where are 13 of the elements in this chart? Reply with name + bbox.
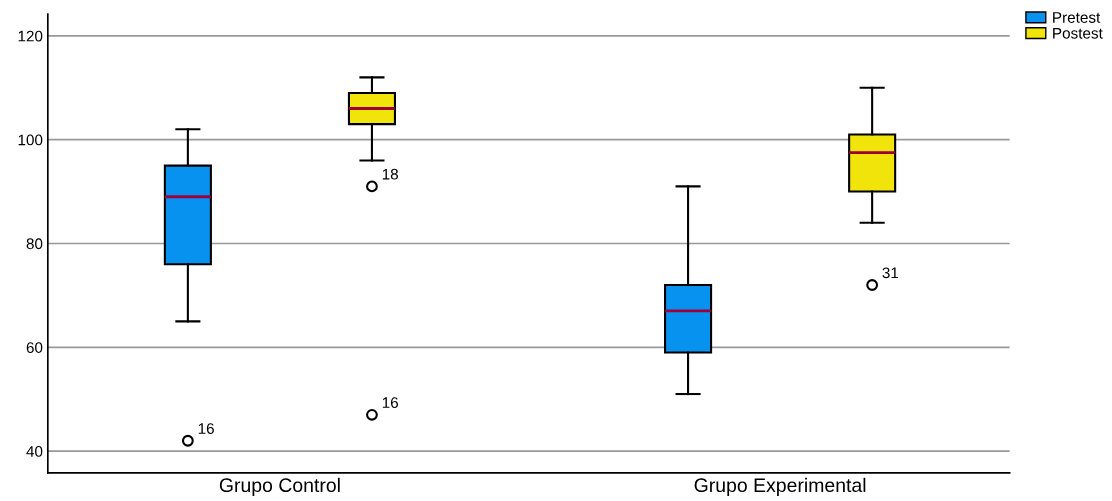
y-tick-label: 120: [18, 30, 43, 42]
annotation: 31: [882, 267, 899, 279]
annotation: 16: [382, 397, 398, 409]
y-tick-label: 60: [26, 342, 43, 353]
annotation: 18: [382, 168, 398, 180]
y-tick-label: 100: [18, 134, 43, 146]
legend-label: Pretest: [1053, 12, 1101, 23]
x-tick-label: Grupo Control: [219, 477, 340, 496]
y-tick-label: 40: [26, 446, 43, 457]
x-tick-label: Grupo Experimental: [694, 477, 866, 496]
y-tick-label: 80: [26, 238, 43, 250]
legend-label: Postest: [1053, 28, 1103, 39]
annotation: 16: [198, 423, 214, 434]
